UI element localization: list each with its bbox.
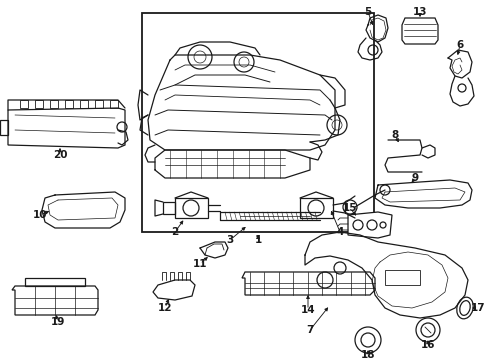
Text: 4: 4 [336, 227, 343, 237]
Text: 3: 3 [226, 235, 233, 245]
Text: 19: 19 [51, 317, 65, 327]
Text: 10: 10 [33, 210, 47, 220]
Polygon shape [153, 280, 195, 300]
Text: 16: 16 [420, 340, 434, 350]
Polygon shape [12, 286, 98, 315]
Polygon shape [347, 212, 391, 238]
Text: 12: 12 [158, 303, 172, 313]
Text: 5: 5 [364, 7, 371, 17]
Text: 20: 20 [53, 150, 67, 160]
Text: 6: 6 [455, 40, 463, 50]
Text: 14: 14 [300, 305, 315, 315]
Polygon shape [175, 198, 207, 218]
Text: 8: 8 [390, 130, 398, 140]
Polygon shape [242, 272, 374, 295]
Text: 1: 1 [254, 235, 261, 245]
Text: 11: 11 [192, 259, 207, 269]
Text: 17: 17 [470, 303, 484, 313]
Text: 7: 7 [305, 325, 313, 335]
Text: 13: 13 [412, 7, 427, 17]
Text: 18: 18 [360, 350, 374, 360]
Text: 2: 2 [171, 227, 178, 237]
Polygon shape [299, 198, 332, 218]
Text: 15: 15 [342, 203, 357, 213]
Polygon shape [8, 108, 125, 148]
Text: 9: 9 [410, 173, 418, 183]
